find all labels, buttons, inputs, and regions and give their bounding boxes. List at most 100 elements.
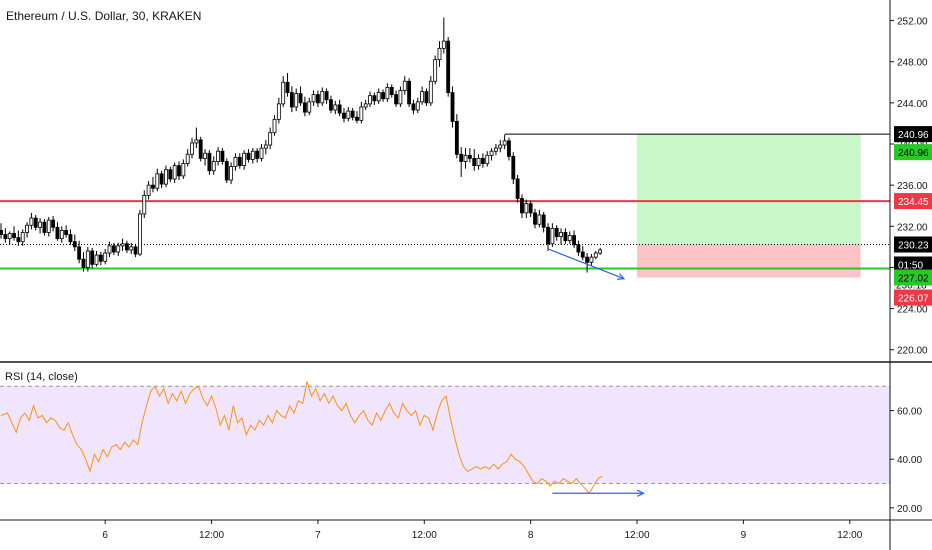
candle	[437, 41, 442, 67]
candle-body	[138, 213, 142, 255]
candle	[368, 91, 372, 107]
time-tick-label: 8	[528, 530, 534, 541]
candle-body	[111, 245, 116, 253]
candle-body	[151, 184, 155, 189]
candle-body	[381, 92, 385, 100]
candle-body	[38, 221, 42, 228]
candle	[329, 95, 333, 114]
candle	[559, 228, 563, 245]
candle	[294, 88, 299, 112]
candle-body	[437, 47, 442, 61]
candle	[407, 78, 412, 107]
candle	[424, 88, 429, 106]
candle-body	[237, 156, 242, 167]
candle	[151, 176, 155, 193]
candle	[59, 226, 64, 243]
candle-body	[25, 224, 29, 233]
candle	[572, 230, 576, 248]
candle	[507, 137, 511, 161]
candle-body	[329, 99, 333, 111]
candle	[502, 134, 507, 150]
candle	[598, 247, 603, 256]
candle-body	[98, 254, 103, 262]
candle	[472, 149, 477, 171]
candle-body	[116, 245, 121, 253]
candle-body	[155, 173, 160, 189]
candle-body	[528, 203, 533, 214]
candle-body	[64, 229, 69, 235]
candle-body	[533, 212, 537, 225]
candle	[307, 97, 312, 116]
candle-body	[12, 233, 16, 239]
candle-body	[255, 150, 260, 159]
candle	[159, 170, 164, 189]
candle	[385, 83, 390, 102]
candle-body	[207, 152, 212, 172]
candle	[276, 97, 281, 124]
candle-body	[7, 233, 12, 240]
candle-body	[524, 203, 529, 214]
candle	[298, 86, 303, 106]
target-tag: 240.96	[898, 148, 929, 159]
bottom-tag: 226.07	[898, 294, 929, 305]
resistance-tag-bg	[894, 193, 932, 210]
candle-body	[55, 226, 60, 240]
candle-body	[233, 156, 238, 168]
candle-body	[120, 243, 125, 247]
candle	[420, 86, 425, 105]
candle-body	[376, 92, 381, 102]
candle-body	[29, 217, 34, 226]
candle-body	[593, 252, 598, 258]
chart-title: Ethereum / U.S. Dollar, 30, KRAKEN	[6, 9, 202, 23]
candle	[220, 148, 225, 165]
candle	[281, 76, 286, 107]
candle	[55, 222, 60, 241]
candle	[498, 139, 503, 153]
candle	[415, 97, 420, 114]
candle-body	[407, 80, 412, 105]
candle	[181, 159, 186, 179]
candle-body	[276, 103, 281, 120]
candle	[541, 211, 546, 233]
candle-body	[129, 246, 134, 251]
candle	[194, 127, 199, 149]
candle-body	[320, 91, 325, 104]
rsi-label: RSI (14, close)	[5, 371, 78, 383]
candle-body	[372, 95, 377, 102]
candle	[255, 148, 260, 163]
bottom-tag-bg	[894, 289, 932, 306]
candle-body	[46, 219, 51, 233]
candle	[0, 223, 3, 239]
candle-body	[281, 81, 286, 105]
candle-body	[515, 178, 520, 199]
candle-body	[502, 140, 507, 146]
candle	[363, 99, 368, 111]
candle-body	[511, 155, 516, 180]
candle	[237, 153, 242, 169]
price-tick-label: 236.00	[897, 181, 928, 192]
candle-body	[181, 163, 186, 177]
candle	[103, 248, 108, 265]
candle	[190, 137, 194, 159]
candle	[229, 162, 234, 185]
candle-body	[485, 154, 490, 164]
candle	[433, 55, 438, 85]
candle	[576, 240, 581, 257]
candle-body	[272, 118, 277, 134]
candle	[129, 242, 134, 255]
candle	[263, 139, 268, 155]
candle	[155, 168, 160, 192]
candle-body	[268, 132, 273, 146]
candle-body	[463, 154, 468, 162]
candle-body	[20, 232, 25, 243]
candle-body	[507, 140, 511, 157]
candle-body	[363, 103, 368, 108]
candle	[25, 222, 29, 238]
candle	[398, 86, 403, 107]
candle-body	[263, 144, 268, 149]
candle-body	[494, 147, 498, 152]
candle-body	[411, 103, 416, 111]
candle	[85, 246, 90, 272]
candle-body	[194, 139, 199, 144]
